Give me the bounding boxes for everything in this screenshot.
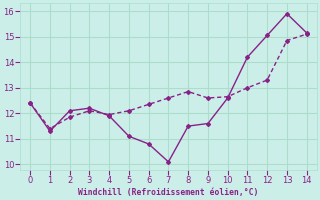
- X-axis label: Windchill (Refroidissement éolien,°C): Windchill (Refroidissement éolien,°C): [78, 188, 259, 197]
